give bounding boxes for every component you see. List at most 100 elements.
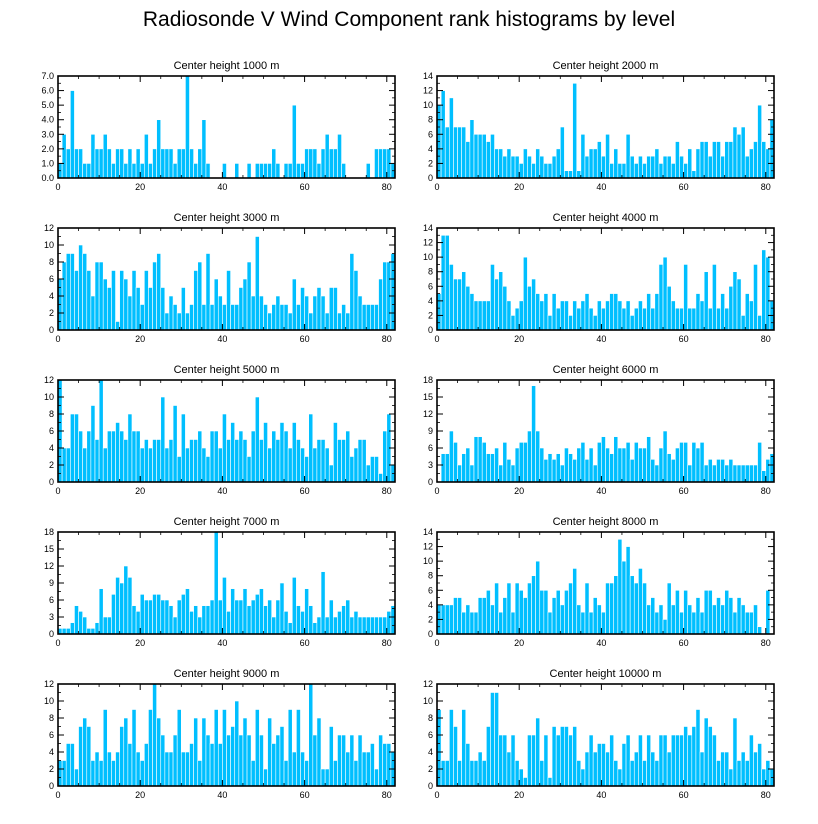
bar [378,148,383,179]
bar [185,75,190,179]
bar [168,148,174,179]
bar [316,163,322,179]
bar [596,141,602,179]
bar [494,582,499,635]
bar [477,133,483,179]
bar [361,304,367,331]
bar [98,261,104,331]
y-tick-label: 6.0 [41,86,54,96]
bar [193,270,199,331]
bar [732,611,738,635]
bar [152,148,157,179]
y-tick-label: 14 [423,223,433,233]
x-tick-label: 40 [596,182,606,192]
bar [61,133,67,179]
bar [172,405,178,483]
bar [259,163,264,179]
bar [465,285,471,331]
y-tick-label: 8 [428,571,433,581]
bar [139,594,145,635]
bar [695,447,701,483]
bar [707,726,713,787]
bar [444,126,450,179]
panel-title: Center height 7000 m [174,516,280,528]
bar [337,734,342,787]
bar [123,163,129,179]
bar [90,628,96,635]
bar [596,604,602,635]
x-tick-label: 80 [761,486,771,496]
bar [263,422,268,483]
bar [131,605,137,635]
bar [449,264,454,331]
bar [695,148,701,179]
bar [440,453,446,483]
bar [732,717,738,787]
y-tick-label: 0 [49,781,54,791]
bar [502,285,508,331]
bar [238,599,244,635]
bar [234,599,240,635]
bar [543,589,549,635]
bar [222,413,227,483]
bar [481,442,487,483]
bar [481,760,487,787]
bar [613,575,619,635]
bar [127,148,133,179]
bar [156,717,162,787]
bar [304,295,309,331]
bar [453,726,458,787]
bar [197,261,203,331]
bar [287,447,293,483]
bar [670,459,676,483]
x-tick-label: 0 [434,486,439,496]
bar [551,155,557,179]
bar [638,734,643,787]
bar [189,611,194,635]
bar [498,464,504,483]
bar [296,439,301,483]
bar [90,133,96,179]
bar [592,315,598,331]
bar [666,751,672,787]
bar [572,82,578,179]
bar [699,442,705,483]
bar [180,287,186,331]
panel-9: Center height 9000 m 0 20 40 60 80 0 2 4 6 8 10 12 [44,668,396,800]
bar [588,447,594,483]
bar [217,295,223,331]
bar [267,163,273,179]
y-tick-label: 0.0 [41,173,54,183]
bar [444,604,450,635]
bar [757,626,762,635]
bar [127,743,133,787]
bar [111,163,116,179]
bar [461,453,467,483]
bar [374,148,379,179]
bar [115,577,120,635]
bar [473,611,479,635]
y-tick-label: 2 [428,614,433,624]
bar [131,709,137,787]
bar [304,148,309,179]
bar [74,270,79,331]
y-tick-label: 0 [428,477,433,487]
bar [662,155,668,179]
bar [70,413,75,483]
bar [180,148,186,179]
bar [78,148,83,179]
bar [633,582,639,635]
bar [518,589,524,635]
bar [539,589,545,635]
bar [461,126,467,179]
bar [144,133,149,179]
bar [646,155,652,179]
bar [514,307,520,331]
bar [675,447,680,483]
y-tick-label: 6 [49,426,54,436]
bar [658,734,664,787]
x-tick-label: 40 [217,334,227,344]
bar [70,622,75,635]
bar [609,293,615,331]
